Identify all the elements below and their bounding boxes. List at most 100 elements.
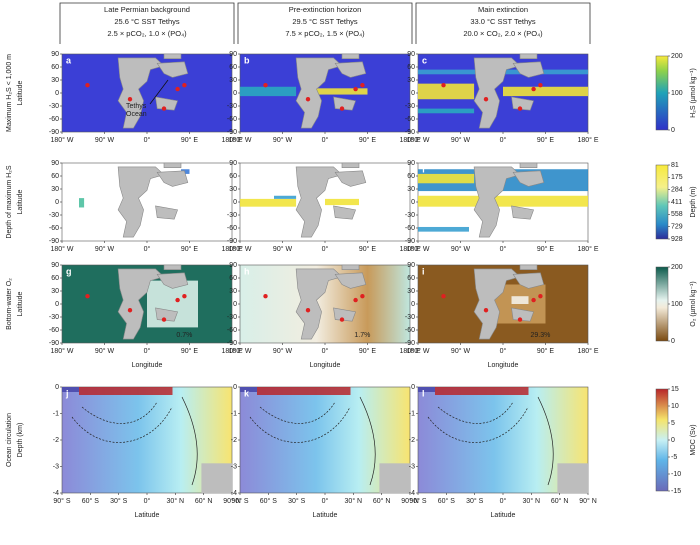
site-marker	[353, 86, 358, 92]
surface-cells	[79, 387, 173, 395]
x-tick-label: 30° S	[288, 497, 306, 505]
y-tick-label: 90	[51, 51, 59, 58]
y-tick-label: -4	[409, 490, 415, 497]
colorbar-tick-label: 0	[671, 127, 675, 134]
x-tick-label: 30° S	[110, 497, 128, 505]
y-tick-label: -60	[405, 327, 415, 334]
row-axis-label: Depth (km)	[17, 423, 24, 458]
annotation-arrow	[149, 79, 169, 105]
x-tick-label: 90° S	[409, 497, 427, 505]
y-tick-label: 90	[229, 262, 237, 269]
y-tick-label: -90	[405, 129, 415, 136]
column-sst: 25.6 °C SST Tethys	[114, 17, 180, 26]
panel-letter: a	[66, 55, 72, 65]
x-tick-label: 30° N	[167, 497, 185, 505]
surface-cells	[257, 387, 351, 395]
y-tick-label: 30	[407, 186, 415, 193]
moc-contour	[81, 401, 158, 424]
x-tick-label: 90° E	[181, 347, 199, 355]
x-tick-label: 0°	[322, 347, 329, 355]
surface-cells	[240, 387, 257, 392]
y-tick-label: 60	[51, 64, 59, 71]
x-tick-label: 60° S	[438, 497, 456, 505]
x-tick-label: 0°	[322, 136, 329, 144]
column-forcing: 7.5 × pCO₂, 1.5 × (PO₄)	[285, 29, 365, 38]
x-axis-label: Longitude	[310, 362, 341, 369]
y-tick-label: -3	[409, 463, 415, 470]
x-tick-label: 90° W	[95, 347, 115, 355]
y-tick-label: 0	[55, 90, 59, 97]
y-tick-label: 30	[51, 77, 59, 84]
panel-letter: j	[65, 388, 69, 398]
x-tick-label: 0°	[322, 245, 329, 253]
y-tick-label: -4	[53, 490, 59, 497]
colorbar-title: H₂S (µmol kg⁻¹)	[690, 68, 697, 118]
moc-contour	[537, 396, 554, 486]
x-tick-label: 0°	[500, 497, 507, 505]
x-tick-label: 180° E	[577, 347, 598, 355]
x-axis-label: Longitude	[132, 362, 163, 369]
column-title: Late Permian background	[104, 5, 190, 14]
y-tick-label: -90	[49, 238, 59, 245]
site-marker	[441, 83, 446, 88]
y-tick-label: 0	[233, 90, 237, 97]
site-marker	[517, 317, 523, 322]
y-tick-label: -30	[227, 314, 237, 321]
x-tick-label: 90° W	[451, 347, 471, 355]
field-band	[418, 108, 475, 114]
y-tick-label: -2	[231, 437, 237, 444]
y-tick-label: -60	[49, 327, 59, 334]
y-tick-label: -60	[49, 116, 59, 123]
y-tick-label: -60	[405, 116, 415, 123]
x-tick-label: 90° E	[359, 347, 377, 355]
panel-letter: b	[244, 55, 250, 65]
site-marker	[127, 97, 133, 102]
x-tick-label: 180° E	[221, 347, 242, 355]
y-tick-label: 0	[411, 384, 415, 391]
y-tick-label: -1	[53, 410, 59, 417]
x-tick-label: 90° S	[231, 497, 249, 505]
panel-letter: d	[66, 164, 72, 174]
moc-contour	[259, 401, 336, 424]
y-tick-label: 0	[411, 90, 415, 97]
x-tick-label: 180° E	[577, 136, 598, 144]
site-marker	[441, 294, 446, 299]
x-tick-label: 180° W	[406, 347, 429, 355]
colorbar-title: MOC (Sv)	[690, 424, 697, 455]
column-forcing: 20.0 × CO₂, 2.0 × (PO₄)	[463, 29, 543, 38]
y-tick-label: 90	[407, 262, 415, 269]
x-tick-label: 30° N	[523, 497, 541, 505]
x-tick-label: 30° N	[345, 497, 363, 505]
header-bracket	[59, 2, 235, 44]
x-tick-label: 180° W	[228, 347, 251, 355]
header-bracket	[237, 2, 413, 44]
colorbar-tick-label: 200	[671, 264, 683, 271]
x-tick-label: 180° E	[399, 347, 420, 355]
panel-letter: f	[422, 164, 426, 174]
x-tick-label: 60° N	[373, 497, 391, 505]
x-tick-label: 90° W	[273, 347, 293, 355]
column-sst: 33.0 °C SST Tethys	[470, 17, 536, 26]
site-marker	[483, 97, 489, 102]
column-title: Main extinction	[478, 5, 528, 14]
panel-letter: l	[422, 388, 425, 398]
y-tick-label: -60	[49, 225, 59, 232]
colorbar-tick-label: 284	[671, 187, 683, 194]
y-tick-label: 0	[233, 199, 237, 206]
x-tick-label: 60° S	[82, 497, 100, 505]
field-band	[511, 296, 529, 304]
x-axis-label: Latitude	[313, 512, 338, 519]
colorbar-title: O₂ (µmol kg⁻¹)	[690, 281, 697, 326]
colorbar-tick-label: -10	[671, 471, 681, 478]
y-tick-label: 0	[55, 384, 59, 391]
moc-contour	[437, 401, 514, 424]
panel-letter: c	[422, 55, 427, 65]
field-band	[418, 195, 588, 207]
y-tick-label: -30	[405, 212, 415, 219]
site-marker	[161, 317, 167, 322]
anoxic-fraction: 29.3%	[530, 332, 550, 339]
seafloor	[201, 463, 232, 493]
y-tick-label: -30	[405, 314, 415, 321]
site-marker	[531, 86, 536, 92]
x-axis-label: Longitude	[488, 362, 519, 369]
